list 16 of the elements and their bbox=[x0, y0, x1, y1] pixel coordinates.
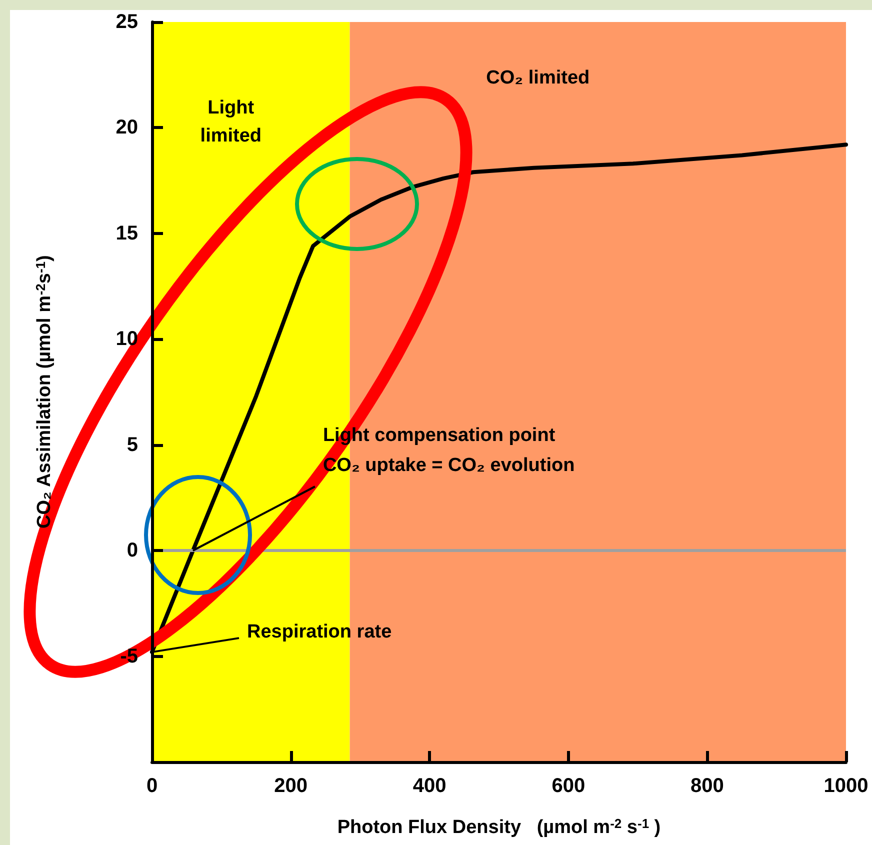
y-tick-label: 20 bbox=[116, 116, 138, 139]
x-tick-label: 600 bbox=[552, 775, 586, 797]
band-label: CO₂ limited bbox=[486, 68, 590, 88]
band-label: Light limited bbox=[200, 98, 262, 146]
y-tick-label: 0 bbox=[126, 540, 138, 562]
x-tick-label: 400 bbox=[412, 775, 446, 797]
x-tick-label: 800 bbox=[690, 775, 724, 797]
y-axis-title: CO₂ Assimilation (µmol m-2s-1) bbox=[33, 255, 55, 529]
x-tick-label: 1000 bbox=[824, 775, 868, 797]
x-tick-label: 200 bbox=[274, 775, 308, 797]
y-tick-label: -5 bbox=[120, 645, 138, 668]
annotation: Respiration rate bbox=[247, 622, 392, 643]
y-tick-label: 15 bbox=[116, 222, 138, 244]
y-tick-label: 25 bbox=[116, 11, 138, 33]
x-tick-label: 0 bbox=[146, 775, 158, 797]
y-tick-label: 5 bbox=[126, 434, 138, 456]
